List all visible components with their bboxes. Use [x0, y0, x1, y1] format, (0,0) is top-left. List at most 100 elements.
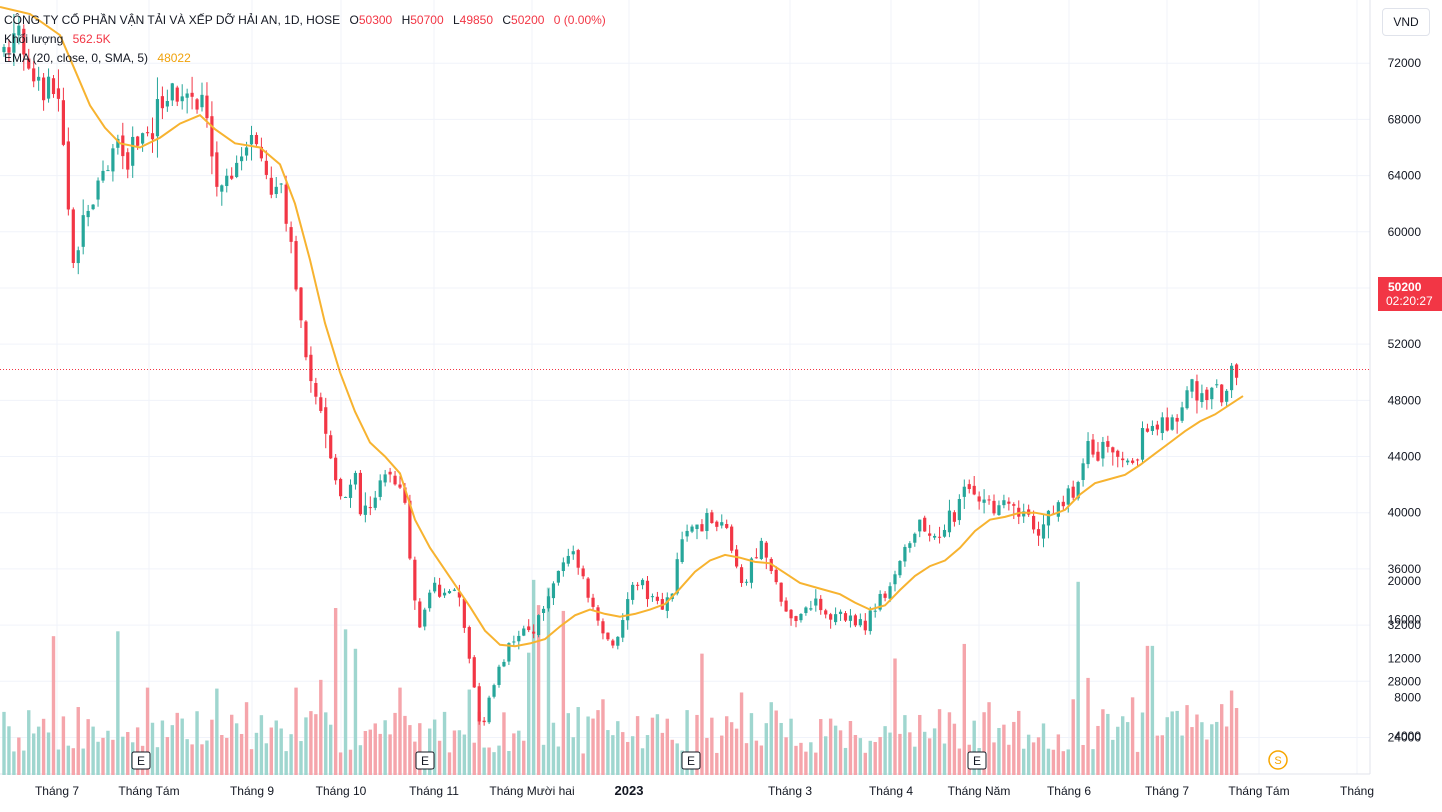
- close-value: 50200: [511, 13, 545, 27]
- volume-bar: [987, 702, 991, 775]
- ohlc-row: CÔNG TY CỔ PHẦN VẬN TẢI VÀ XẾP DỠ HẢI AN…: [4, 11, 606, 30]
- candle-body: [700, 524, 704, 532]
- volume-bar: [536, 605, 541, 775]
- time-tick-label: Tháng Mười hai: [489, 784, 574, 798]
- volume-bar: [111, 739, 115, 775]
- candle-body: [205, 95, 209, 119]
- volume-bar: [725, 716, 729, 775]
- volume-bar: [918, 714, 922, 775]
- volume-bar: [774, 710, 778, 775]
- candle-body: [1135, 459, 1140, 461]
- volume-bar: [541, 744, 546, 775]
- candle-body: [749, 558, 754, 583]
- volume-bar: [86, 719, 90, 775]
- candle-body: [794, 616, 798, 622]
- volume-bar: [200, 744, 204, 775]
- candle-body: [888, 586, 892, 599]
- candle-body: [46, 76, 51, 99]
- candle-body: [492, 685, 496, 697]
- candle-body: [556, 570, 560, 583]
- candle-body: [566, 555, 570, 564]
- volume-bar: [432, 719, 437, 775]
- volume-bar: [447, 752, 452, 775]
- candle-body: [155, 99, 160, 137]
- volume-bar: [1125, 722, 1130, 775]
- candle-body: [339, 478, 343, 497]
- volume-row[interactable]: Khối lượng 562.5K: [4, 30, 606, 49]
- candle-body: [86, 210, 90, 218]
- candle-body: [685, 530, 689, 537]
- candle-body: [997, 505, 1001, 515]
- candle-body: [1046, 510, 1051, 526]
- volume-bar: [180, 718, 184, 775]
- candle-body: [279, 183, 283, 185]
- volume-bar: [210, 719, 214, 775]
- time-tick-label: Tháng 10: [316, 784, 367, 798]
- candle-body: [962, 486, 966, 497]
- volume-bar: [675, 743, 679, 775]
- time-tick-label: Tháng 4: [869, 784, 913, 798]
- volume-bar: [121, 736, 125, 775]
- volume-bar: [947, 712, 952, 775]
- candle-body: [640, 579, 645, 586]
- candle-body: [680, 539, 684, 563]
- earnings-marker[interactable]: E: [967, 751, 987, 770]
- earnings-marker[interactable]: E: [415, 751, 435, 770]
- volume-bar: [616, 721, 620, 775]
- ema-row[interactable]: EMA (20, close, 0, SMA, 5) 48022: [4, 49, 606, 68]
- candle-body: [1150, 425, 1154, 432]
- volume-bar: [512, 733, 516, 775]
- candle-body: [1002, 500, 1006, 506]
- candle-body: [373, 497, 377, 508]
- earnings-marker[interactable]: E: [131, 751, 151, 770]
- change-value: 0 (0.00%): [553, 13, 606, 27]
- candle-body: [160, 96, 164, 109]
- price-tick-label: 48000: [1388, 393, 1422, 407]
- volume-bar: [324, 712, 328, 775]
- volume-bar: [1007, 744, 1011, 775]
- volume-bar: [556, 746, 561, 775]
- volume-bar: [601, 699, 605, 775]
- candle-body: [1230, 365, 1234, 391]
- last-price-value: 50200: [1388, 280, 1422, 294]
- candle-body: [631, 584, 635, 600]
- volume-bar: [586, 716, 590, 775]
- currency-button[interactable]: VND: [1382, 8, 1430, 36]
- split-marker[interactable]: S: [1268, 750, 1288, 770]
- symbol-title[interactable]: CÔNG TY CỔ PHẦN VẬN TẢI VÀ XẾP DỠ HẢI AN…: [4, 13, 341, 27]
- volume-bar: [487, 747, 491, 775]
- volume-bar: [1031, 742, 1036, 775]
- candle-body: [655, 596, 659, 601]
- candle-body: [309, 354, 313, 382]
- candle-body: [259, 146, 263, 159]
- earnings-marker-box: [681, 751, 701, 770]
- candle-body: [452, 589, 457, 591]
- candle-body: [304, 321, 308, 358]
- candle-body: [987, 499, 991, 501]
- candle-body: [175, 87, 179, 102]
- candle-body: [942, 529, 947, 537]
- volume-bar: [1071, 699, 1075, 775]
- volume-tick-label: 16000: [1388, 613, 1422, 627]
- candle-body: [576, 550, 580, 568]
- volume-bar: [230, 714, 234, 775]
- candle-body: [101, 170, 105, 181]
- candle-body: [1056, 502, 1060, 517]
- volume-bar: [744, 743, 749, 775]
- candle-body: [596, 607, 600, 621]
- candle-body: [334, 457, 338, 481]
- candle-body: [1126, 460, 1130, 463]
- price-tick-label: 36000: [1388, 562, 1422, 576]
- candle-body: [908, 543, 912, 548]
- volume-bar: [333, 608, 338, 775]
- candle-body: [1111, 447, 1115, 453]
- volume-bar: [106, 730, 110, 775]
- volume-bar: [1229, 690, 1234, 775]
- candle-body: [324, 407, 328, 434]
- candle-body: [739, 567, 744, 584]
- volume-label: Khối lượng: [4, 32, 64, 46]
- earnings-marker[interactable]: E: [681, 751, 701, 770]
